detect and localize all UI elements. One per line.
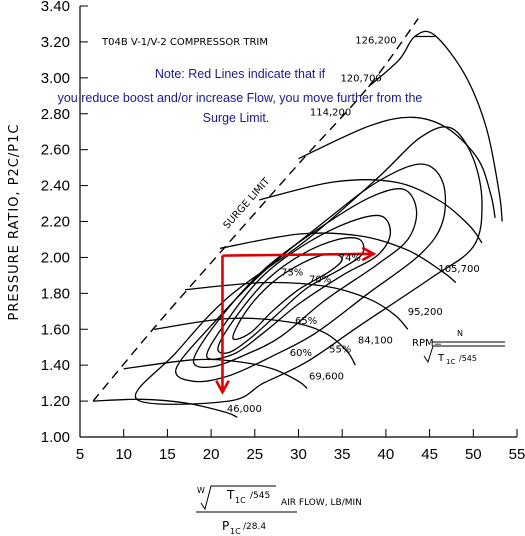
curve-label: 73% (281, 267, 303, 278)
xlabel-t-sub: 1C (235, 496, 246, 505)
curve-label: 55% (329, 345, 351, 356)
x-tick-label: 50 (465, 446, 482, 463)
note-line-1: Note: Red Lines indicate that if (155, 67, 326, 81)
rpm-sqrt-div: /545 (459, 354, 477, 363)
xlabel-w: W (197, 486, 205, 495)
curve-label: 120,700 (340, 73, 381, 84)
rpm-numerator: N (457, 329, 463, 338)
curve-label: 69,600 (309, 372, 344, 383)
curve-label: 70% (309, 275, 331, 286)
y-tick-label: 3.20 (41, 34, 70, 51)
red-arrowhead-2 (215, 380, 230, 395)
x-tick-label: 10 (115, 446, 132, 463)
speed-line-95200 (184, 281, 409, 330)
red-line-layer (215, 246, 377, 395)
curve-label: 46,000 (227, 404, 262, 415)
x-tick-label: 25 (246, 446, 263, 463)
x-tick-label: 15 (159, 446, 176, 463)
curve-label: 126,200 (355, 36, 396, 47)
x-tick-label: 35 (334, 446, 351, 463)
curve-label: 95,200 (408, 307, 443, 318)
chart-title: T04B V-1/V-2 COMPRESSOR TRIM (101, 37, 268, 48)
x-axis-title: W T 1C /545 AIR FLOW, LB/MIN P 1C /28.4 (196, 485, 362, 536)
y-tick-label: 3.40 (41, 0, 70, 15)
y-axis-title: PRESSURE RATIO, P2C/P1C (7, 124, 22, 321)
x-tick-label: 20 (203, 446, 220, 463)
rpm-sqrt-t: T (437, 353, 445, 364)
x-tick-label: 45 (421, 446, 438, 463)
speed-line-114200 (259, 179, 483, 244)
y-tick-label: 2.00 (41, 249, 70, 266)
speed-line-46000 (93, 398, 238, 418)
tick-labels: 1.00 1.20 1.40 1.60 1.80 2.00 2.20 2.40 2.60 2.80… (41, 0, 525, 463)
curve-label: 105,700 (438, 264, 479, 275)
xlabel-units: AIR FLOW, LB/MIN (281, 498, 362, 508)
rpm-label: RPM= (412, 338, 442, 349)
note-line-3: Surge Limit. (203, 111, 270, 125)
xlabel-p-sub: 1C (230, 527, 241, 536)
efficiency-island-70pct (206, 214, 392, 360)
speed-line-126200 (367, 30, 503, 222)
rpm-sqrt-sign (423, 345, 505, 364)
curve-label: 114,200 (310, 108, 351, 119)
surge-limit-label: SURGE LIMIT (222, 175, 273, 231)
efficiency-island-60pct (175, 163, 447, 383)
y-tick-label: 1.00 (41, 429, 70, 446)
y-tick-label: 1.20 (41, 393, 70, 410)
title-block: T04B V-1/V-2 COMPRESSOR TRIM (101, 37, 268, 48)
y-tick-label: 1.80 (41, 285, 70, 302)
x-tick-label: 5 (76, 446, 84, 463)
curve-label: 74% (339, 253, 361, 264)
efficiency-island-65pct (192, 188, 418, 369)
red-line-1 (222, 252, 374, 257)
y-tick-label: 2.60 (41, 142, 70, 159)
xlabel-p: P (222, 519, 229, 533)
y-tick-label: 2.80 (41, 106, 70, 123)
xlabel-t-div: /545 (250, 491, 270, 501)
rpm-sqrt-sub: 1C (446, 358, 455, 366)
speed-line-84100 (154, 317, 356, 366)
y-tick-label: 2.20 (41, 214, 70, 231)
efficiency-island-74pct (232, 253, 343, 341)
curve-label: 65% (295, 316, 317, 327)
y-tick-label: 1.60 (41, 321, 70, 338)
xlabel-t: T (226, 488, 235, 502)
x-tick-label: 55 (509, 446, 525, 463)
speed-line-120700 (298, 116, 496, 219)
x-tick-label: 40 (378, 446, 395, 463)
xlabel-p-div: /28.4 (243, 522, 266, 532)
speed-line-105700 (219, 232, 457, 284)
y-tick-label: 3.00 (41, 70, 70, 87)
note-block: Note: Red Lines indicate that if you red… (58, 67, 423, 125)
rpm-formula: RPM= N T 1C /545 (412, 329, 505, 366)
y-tick-label: 2.40 (41, 178, 70, 195)
note-line-2: you reduce boost and/or increase Flow, y… (58, 91, 423, 105)
speed-line-69600 (123, 358, 308, 389)
efficiency-island-55pct (134, 126, 483, 405)
curve-labels: 126,200 120,700 114,200 105,700 95,200 84,100… (227, 36, 480, 415)
y-axis-title-group: PRESSURE RATIO, P2C/P1C (7, 124, 22, 321)
curve-label: 84,100 (358, 336, 393, 347)
surge-limit-line (92, 18, 419, 402)
y-tick-label: 1.40 (41, 357, 70, 374)
curve-label: 60% (290, 348, 312, 359)
red-arrowhead-1 (361, 246, 377, 262)
xlabel-sqrt-sign (200, 485, 276, 511)
x-tick-label: 30 (290, 446, 307, 463)
